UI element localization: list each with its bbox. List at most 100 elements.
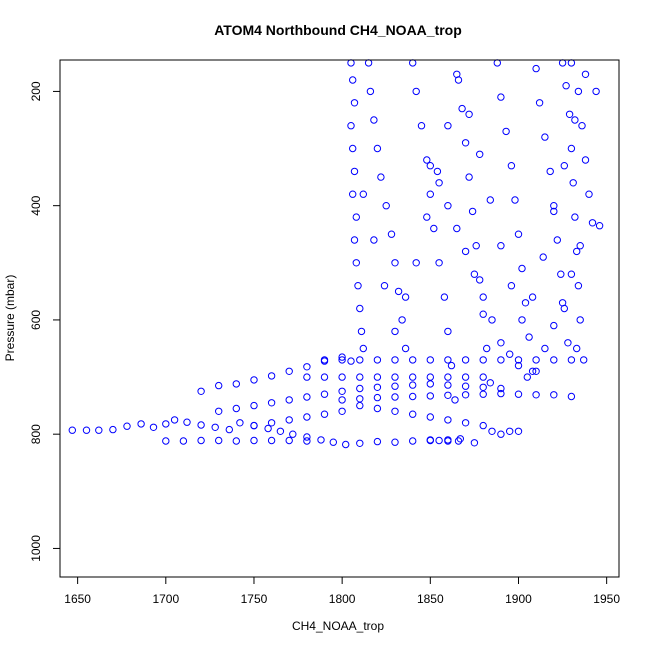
data-point bbox=[338, 373, 346, 381]
data-point bbox=[426, 190, 434, 198]
data-point bbox=[580, 356, 588, 364]
data-point bbox=[562, 82, 570, 90]
data-point bbox=[433, 167, 442, 176]
data-point bbox=[391, 438, 399, 446]
data-point bbox=[329, 438, 337, 446]
data-point bbox=[488, 316, 496, 324]
data-point bbox=[349, 76, 357, 84]
data-point bbox=[518, 264, 526, 273]
data-point bbox=[553, 236, 561, 244]
data-point bbox=[573, 344, 581, 353]
data-point bbox=[567, 356, 576, 364]
data-point bbox=[338, 407, 346, 415]
data-point bbox=[356, 395, 364, 403]
data-point bbox=[417, 122, 426, 130]
data-point bbox=[578, 122, 586, 130]
x-tick-label: 1750 bbox=[241, 592, 268, 606]
x-tick-label: 1800 bbox=[329, 592, 356, 606]
data-point bbox=[576, 316, 584, 324]
data-point bbox=[426, 380, 434, 388]
data-point bbox=[514, 361, 523, 370]
data-point bbox=[444, 416, 452, 424]
data-point bbox=[197, 421, 205, 429]
data-point bbox=[211, 423, 219, 431]
data-point bbox=[461, 391, 470, 399]
data-point bbox=[479, 293, 487, 301]
data-point bbox=[409, 392, 417, 401]
data-point bbox=[479, 373, 487, 381]
data-point bbox=[183, 418, 191, 426]
data-point bbox=[162, 420, 170, 428]
data-point bbox=[483, 344, 491, 353]
data-point bbox=[574, 87, 583, 96]
data-point bbox=[391, 356, 399, 364]
data-point bbox=[541, 133, 549, 141]
data-point bbox=[401, 293, 410, 301]
data-point bbox=[320, 410, 329, 418]
data-point bbox=[567, 392, 576, 401]
data-point bbox=[479, 390, 487, 398]
y-tick-label: 1000 bbox=[29, 535, 43, 562]
data-point bbox=[514, 356, 523, 364]
data-point bbox=[366, 87, 375, 96]
data-point bbox=[409, 356, 417, 364]
data-point bbox=[550, 321, 558, 330]
data-point bbox=[215, 407, 223, 415]
data-point bbox=[444, 391, 452, 399]
data-point bbox=[225, 425, 234, 434]
data-point bbox=[285, 416, 293, 424]
data-point bbox=[497, 242, 505, 250]
data-point bbox=[595, 222, 604, 230]
data-point bbox=[541, 344, 549, 353]
data-point bbox=[412, 259, 420, 267]
data-point bbox=[285, 436, 293, 445]
chart-title: ATOM4 Northbound CH4_NOAA_trop bbox=[214, 22, 462, 38]
data-point bbox=[567, 144, 576, 153]
data-point bbox=[461, 419, 470, 427]
data-point bbox=[479, 356, 487, 364]
y-tick-label: 200 bbox=[29, 81, 43, 101]
data-point bbox=[338, 356, 346, 364]
data-point bbox=[373, 437, 382, 446]
x-axis-label: CH4_NOAA_trop bbox=[292, 619, 384, 633]
data-point bbox=[373, 373, 382, 381]
data-point bbox=[426, 373, 434, 381]
data-point bbox=[451, 396, 459, 404]
data-point bbox=[356, 356, 364, 364]
data-point bbox=[391, 393, 399, 401]
data-point bbox=[571, 213, 579, 221]
data-point bbox=[521, 299, 530, 307]
data-point bbox=[137, 420, 145, 428]
y-tick-label: 600 bbox=[29, 310, 43, 330]
data-point bbox=[338, 353, 346, 361]
data-point bbox=[560, 162, 568, 170]
data-point bbox=[532, 391, 540, 399]
data-point bbox=[391, 259, 399, 267]
data-point bbox=[215, 436, 223, 445]
data-point bbox=[514, 390, 523, 398]
data-point bbox=[528, 367, 537, 375]
data-point bbox=[506, 350, 514, 358]
data-point bbox=[426, 356, 434, 364]
plot-frame bbox=[59, 59, 620, 578]
data-point bbox=[391, 382, 399, 390]
data-point bbox=[430, 224, 438, 233]
data-point bbox=[576, 242, 584, 250]
data-point bbox=[456, 435, 464, 443]
data-point bbox=[426, 392, 434, 400]
data-point bbox=[232, 380, 241, 388]
data-point bbox=[170, 416, 179, 424]
data-point bbox=[349, 190, 357, 198]
data-point bbox=[532, 64, 540, 73]
data-point bbox=[472, 242, 480, 250]
x-tick-label: 1700 bbox=[152, 592, 179, 606]
data-point bbox=[380, 282, 389, 290]
data-point bbox=[470, 439, 479, 447]
data-point bbox=[338, 396, 346, 404]
data-point bbox=[592, 87, 600, 96]
data-point bbox=[391, 327, 399, 336]
data-point bbox=[303, 363, 311, 371]
data-point bbox=[391, 407, 399, 415]
data-point bbox=[347, 59, 355, 67]
